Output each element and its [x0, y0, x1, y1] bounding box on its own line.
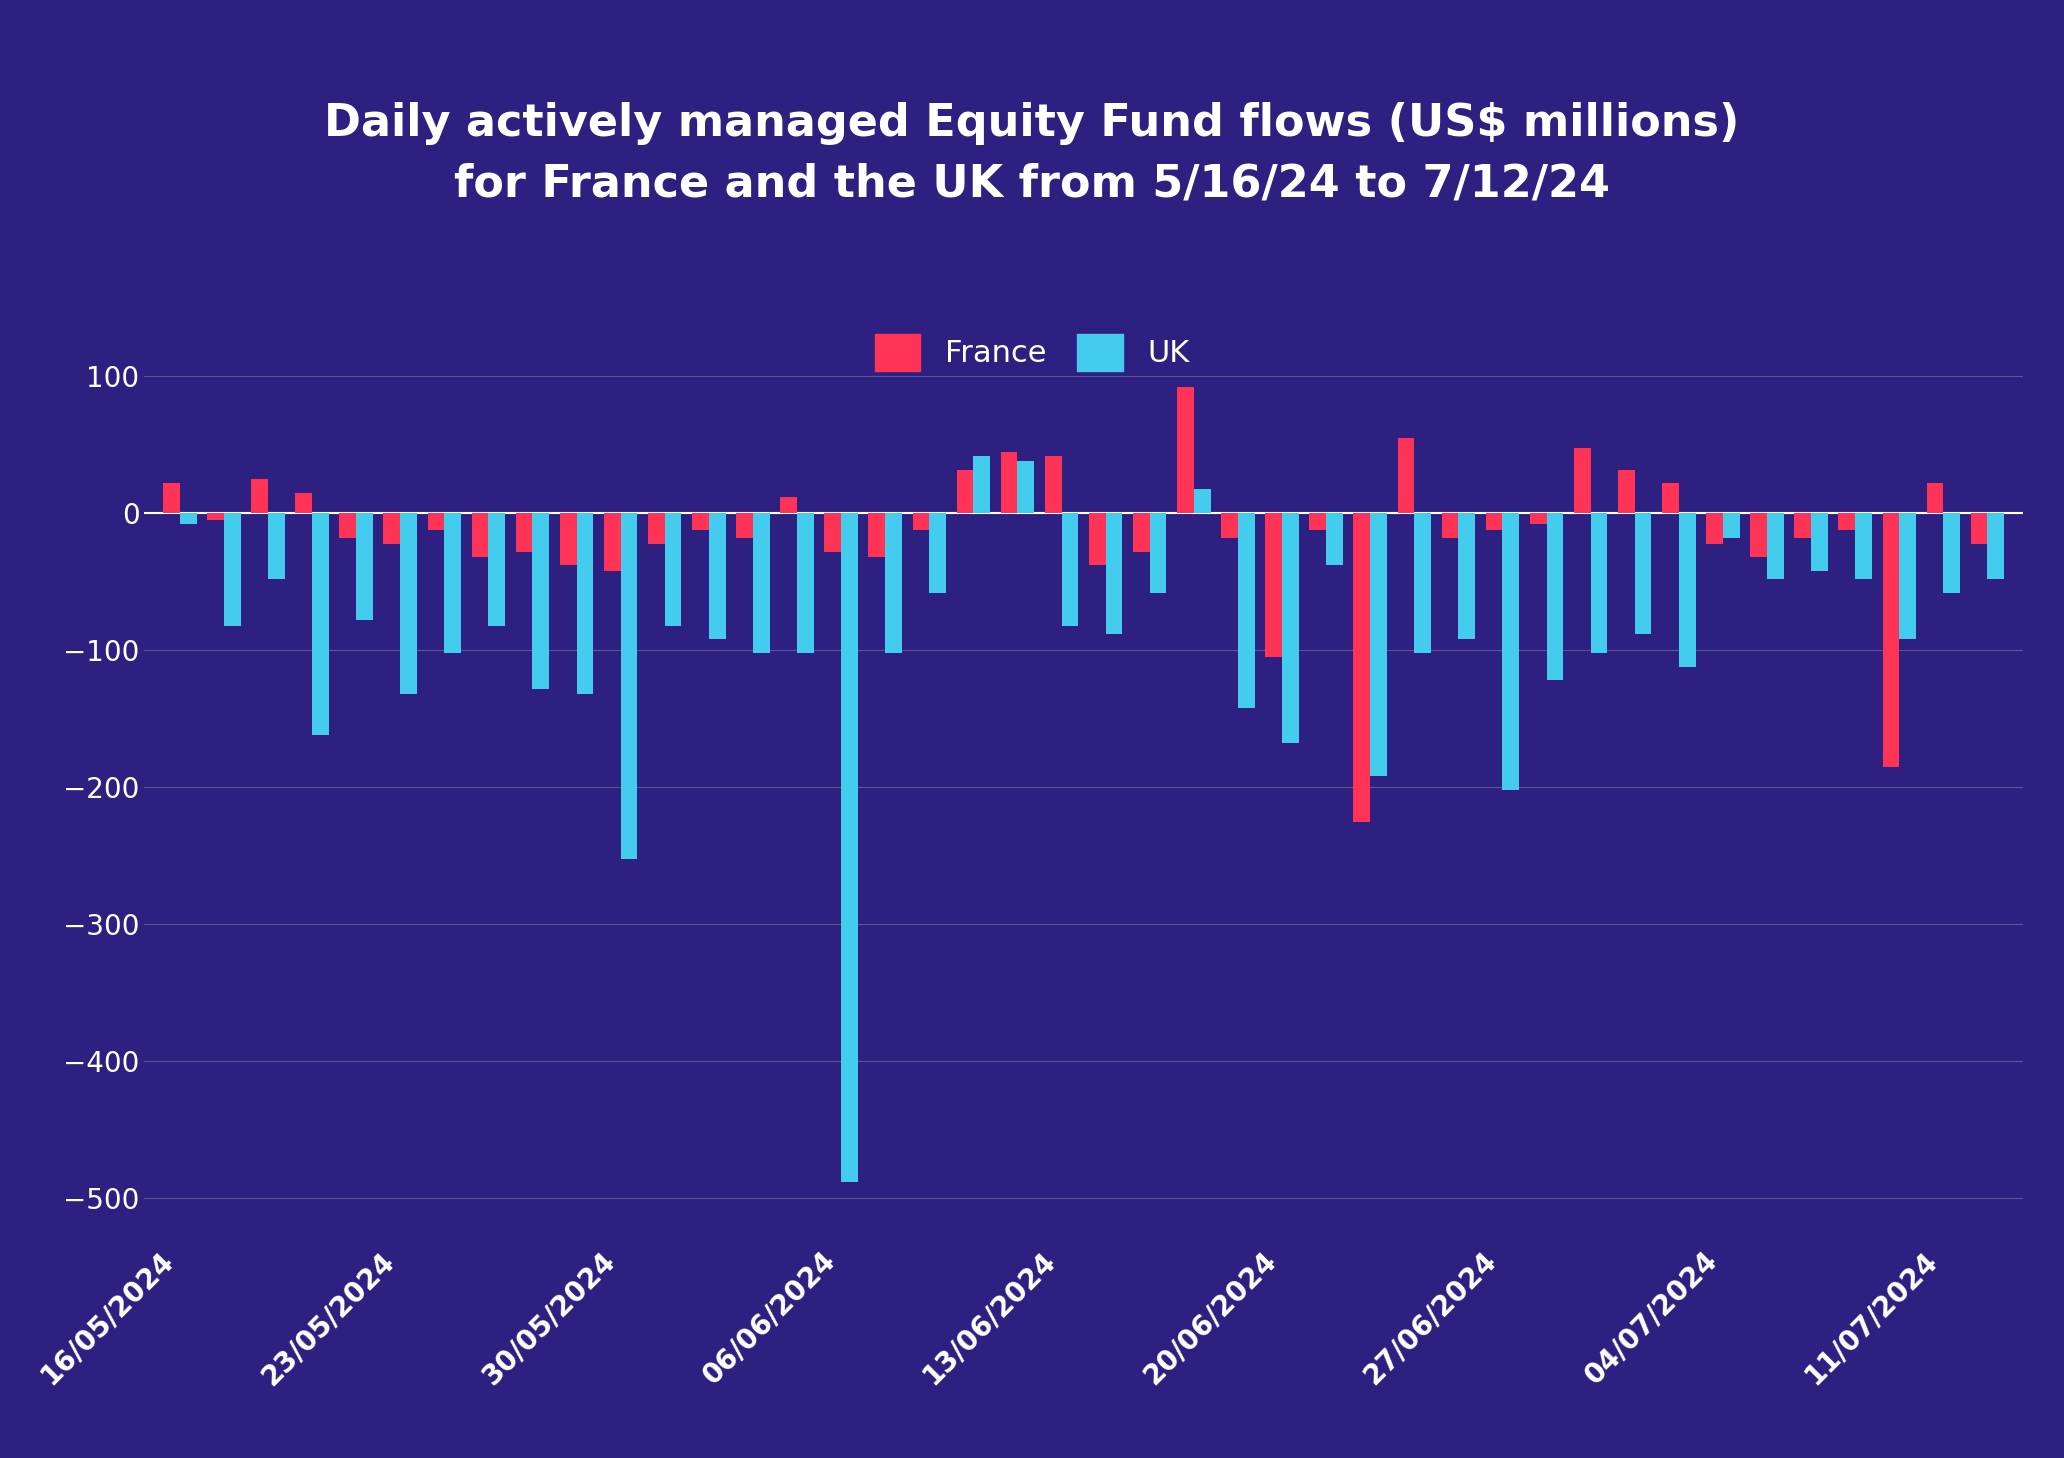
Bar: [1106, 513, 1123, 634]
Bar: [1810, 513, 1829, 572]
Bar: [1546, 513, 1562, 681]
Bar: [1882, 513, 1899, 767]
Bar: [691, 513, 708, 529]
Bar: [956, 469, 974, 513]
Bar: [1354, 513, 1370, 821]
Bar: [605, 513, 621, 572]
Bar: [1926, 483, 1944, 513]
Bar: [268, 513, 285, 579]
Bar: [1238, 513, 1255, 709]
Bar: [1370, 513, 1387, 776]
Bar: [1018, 461, 1034, 513]
Bar: [842, 513, 859, 1182]
Bar: [1090, 513, 1106, 566]
Bar: [869, 513, 885, 557]
Bar: [1325, 513, 1344, 566]
Bar: [1575, 448, 1591, 513]
Bar: [1486, 513, 1503, 529]
Bar: [1839, 513, 1856, 529]
Bar: [912, 513, 929, 529]
Bar: [295, 493, 312, 513]
Bar: [252, 480, 268, 513]
Bar: [1856, 513, 1872, 579]
Bar: [780, 497, 797, 513]
Bar: [1044, 456, 1061, 513]
Bar: [1944, 513, 1961, 593]
Bar: [1459, 513, 1476, 640]
Bar: [621, 513, 638, 859]
Bar: [400, 513, 417, 694]
Bar: [1529, 513, 1546, 525]
Bar: [885, 513, 902, 653]
Bar: [665, 513, 681, 625]
Bar: [312, 513, 328, 735]
Bar: [797, 513, 813, 653]
Bar: [1265, 513, 1282, 658]
Bar: [444, 513, 460, 653]
Bar: [384, 513, 400, 544]
Bar: [489, 513, 506, 625]
Bar: [1988, 513, 2004, 579]
Bar: [338, 513, 357, 538]
Bar: [1414, 513, 1430, 653]
Bar: [559, 513, 576, 566]
Bar: [1767, 513, 1783, 579]
Bar: [1397, 437, 1414, 513]
Bar: [737, 513, 753, 538]
Text: Daily actively managed Equity Fund flows (US$ millions)
for France and the UK fr: Daily actively managed Equity Fund flows…: [324, 102, 1740, 206]
Bar: [1133, 513, 1150, 551]
Bar: [163, 483, 180, 513]
Bar: [1707, 513, 1723, 544]
Bar: [708, 513, 727, 640]
Bar: [516, 513, 533, 551]
Bar: [1061, 513, 1077, 625]
Bar: [223, 513, 241, 625]
Bar: [1282, 513, 1298, 744]
Bar: [1176, 388, 1193, 513]
Bar: [533, 513, 549, 688]
Bar: [1001, 452, 1018, 513]
Bar: [824, 513, 842, 551]
Bar: [1309, 513, 1325, 529]
Bar: [1662, 483, 1678, 513]
Bar: [1503, 513, 1519, 790]
Bar: [1591, 513, 1608, 653]
Bar: [1794, 513, 1810, 538]
Bar: [357, 513, 374, 620]
Bar: [1678, 513, 1695, 666]
Bar: [1193, 488, 1212, 513]
Bar: [473, 513, 489, 557]
Bar: [1618, 469, 1635, 513]
Bar: [1635, 513, 1651, 634]
Bar: [753, 513, 770, 653]
Bar: [1222, 513, 1238, 538]
Bar: [427, 513, 444, 529]
Bar: [974, 456, 991, 513]
Bar: [648, 513, 665, 544]
Legend: France, UK: France, UK: [863, 321, 1201, 383]
Bar: [180, 513, 196, 525]
Bar: [1150, 513, 1166, 593]
Bar: [1750, 513, 1767, 557]
Bar: [929, 513, 945, 593]
Bar: [206, 513, 223, 521]
Bar: [576, 513, 592, 694]
Bar: [1723, 513, 1740, 538]
Bar: [1971, 513, 1988, 544]
Bar: [1899, 513, 1915, 640]
Bar: [1441, 513, 1459, 538]
